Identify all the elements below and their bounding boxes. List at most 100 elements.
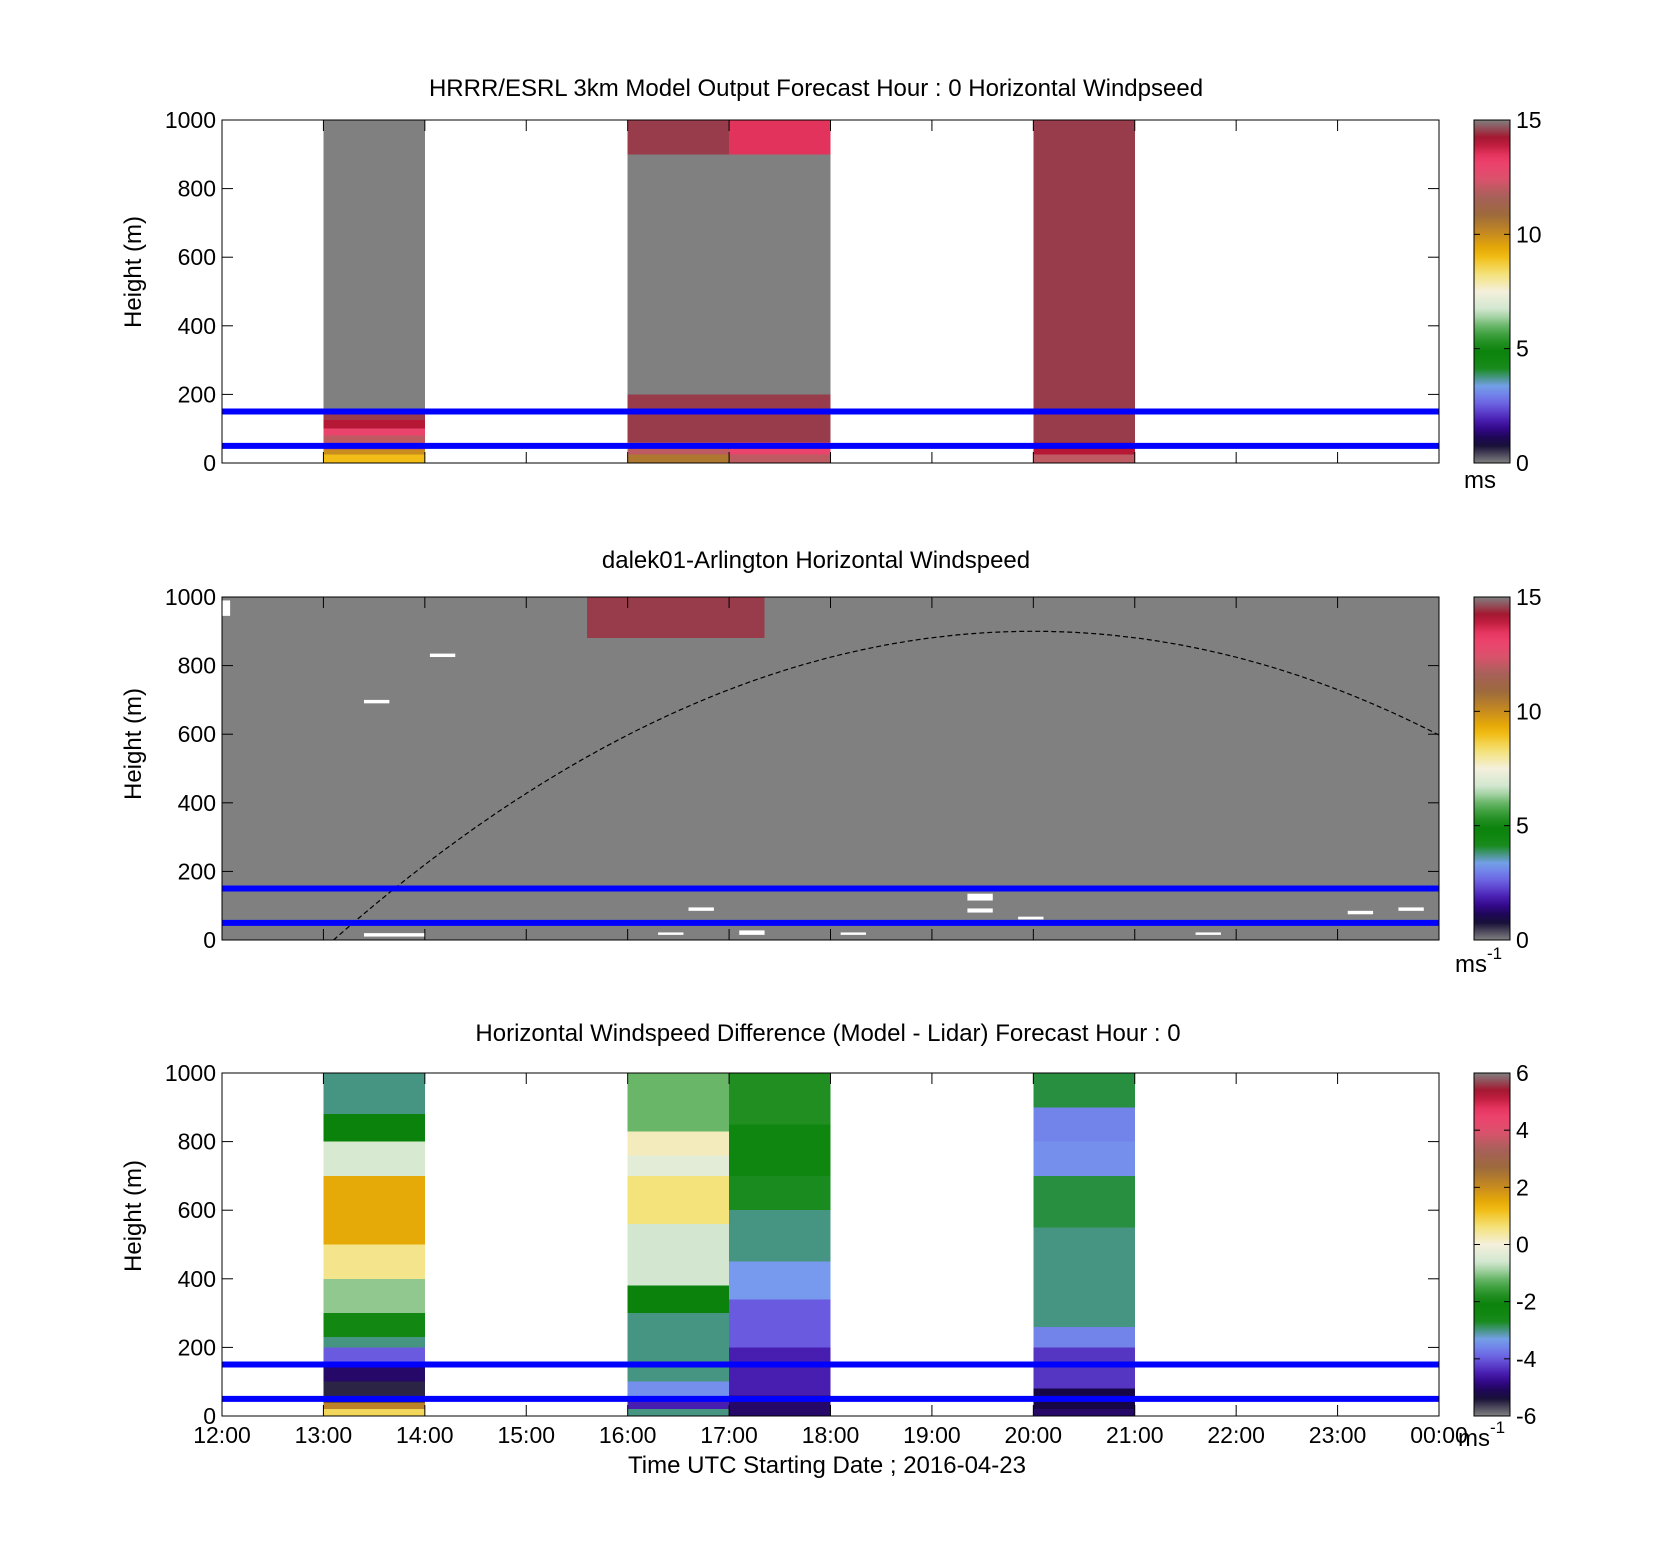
missing-data-cell: [1398, 907, 1424, 911]
heatmap-cell: [323, 420, 425, 429]
heatmap-cell: [729, 394, 831, 443]
heatmap-cell: [729, 1261, 831, 1300]
heatmap-cell: [323, 1278, 425, 1314]
missing-data-cell: [363, 933, 425, 937]
plot-area: 1000 800 600 400 200 0: [165, 107, 1440, 476]
heatmap-cell: [1322, 775, 1348, 793]
heatmap-cell: [627, 325, 730, 395]
y-tick-label: 1000: [165, 1060, 216, 1086]
heatmap-cell: [729, 1073, 831, 1125]
heatmap-cell: [323, 1244, 425, 1279]
colorbar-unit: ms: [1455, 951, 1487, 978]
y-tick-label: 800: [178, 653, 216, 679]
heatmap-cell: [323, 1114, 425, 1142]
heatmap-cell: [323, 1402, 425, 1410]
colorbar-unit: ms: [1458, 1425, 1490, 1452]
heatmap-cell: [729, 1347, 831, 1396]
heatmap-cell: [729, 1175, 831, 1211]
heatmap-cell: [323, 1141, 425, 1176]
heatmap-cell: [587, 687, 638, 695]
y-tick-label: 600: [178, 244, 216, 270]
heatmap-cell: [627, 1073, 730, 1132]
y-tick-label: 1000: [165, 584, 216, 610]
heatmap-cell: [1033, 1347, 1135, 1389]
heatmap-cell: [323, 1073, 425, 1115]
missing-data-cell: [1347, 910, 1374, 915]
colorbar: 6 4 2 0 -2 -4 -6: [1473, 1060, 1537, 1429]
heatmap-cell: [627, 1223, 730, 1286]
heatmap-cell: [1119, 723, 1145, 748]
heatmap-cell: [1033, 1073, 1135, 1108]
colorbar-tick-label: 6: [1516, 1060, 1529, 1086]
heatmap-cell: [1033, 1107, 1135, 1142]
x-tick-label: 23:00: [1309, 1422, 1367, 1448]
heatmap-cell: [323, 428, 425, 436]
heatmap-cell: [627, 454, 730, 463]
y-axis-label: Height (m): [120, 216, 147, 328]
missing-data-cell: [1195, 932, 1221, 935]
y-axis-label: Height (m): [120, 688, 147, 800]
heatmap-cell: [323, 1347, 425, 1365]
heatmap-cell: [1033, 1326, 1135, 1348]
panel-title: Horizontal Windspeed Difference (Model -…: [475, 1020, 1180, 1047]
missing-data-cell: [363, 699, 390, 704]
heatmap-cell: [323, 454, 425, 463]
boundary-layer-curve: [333, 630, 1440, 941]
y-tick-label: 0: [203, 450, 216, 476]
heatmap-cell: [627, 1155, 730, 1176]
panel-title: dalek01-Arlington Horizontal Windspeed: [602, 547, 1030, 574]
heatmap-cell: [1373, 898, 1399, 940]
heatmap-cell: [627, 1398, 730, 1410]
y-tick-label: 400: [178, 1266, 216, 1292]
heatmap-cell: [1271, 699, 1298, 752]
missing-data-cell: [967, 893, 993, 901]
missing-data-cell: [739, 930, 765, 935]
heatmap-cell: [683, 662, 714, 670]
heatmap-cell: [637, 638, 664, 680]
heatmap-cell: [1246, 621, 1272, 627]
heatmap-cell: [627, 120, 730, 155]
y-tick-label: 200: [178, 858, 216, 884]
heatmap-cell: [627, 154, 730, 326]
x-tick-label: 15:00: [497, 1422, 555, 1448]
x-tick-label: 17:00: [700, 1422, 758, 1448]
y-axis-label: Height (m): [120, 1160, 147, 1272]
x-tick-label: 14:00: [396, 1422, 454, 1448]
heatmap-cell: [789, 597, 816, 680]
heatmap-cell: [587, 597, 765, 639]
heatmap-cell: [323, 1409, 425, 1416]
heatmap-cell: [627, 1285, 730, 1314]
heatmap-cell: [840, 638, 866, 652]
colorbar-tick-label: 0: [1516, 927, 1529, 953]
heatmap-cell: [1322, 679, 1348, 759]
colorbar-tick-label: 5: [1516, 336, 1529, 362]
colorbar-tick-label: 15: [1516, 107, 1542, 133]
panel-title: HRRR/ESRL 3km Model Output Forecast Hour…: [429, 75, 1203, 102]
colorbar-gradient: [1473, 119, 1511, 464]
plot-area: 1000 800 600 400 200 012:00 13:00 14:00 15:00 16:…: [165, 1060, 1468, 1448]
heatmap-cell: [1033, 120, 1135, 443]
plot-area: 1000 800 600 400 200 0: [165, 584, 1440, 953]
heatmap-cell: [764, 597, 790, 611]
heatmap-cell: [1220, 597, 1247, 673]
heatmap-cell: [1018, 597, 1044, 625]
heatmap-cell: [729, 1124, 831, 1176]
y-tick-label: 0: [203, 1403, 216, 1429]
colorbar-tick-label: 10: [1516, 221, 1542, 247]
panel-model: HRRR/ESRL 3km Model Output Forecast Hour…: [120, 75, 1542, 494]
heatmap-cell: [815, 597, 932, 639]
heatmap-cell: [1033, 1141, 1135, 1176]
heatmap-cell: [1398, 597, 1424, 879]
colorbar-tick-label: 10: [1516, 698, 1542, 724]
heatmap-cell: [1033, 1409, 1135, 1416]
colorbar-tick-label: 4: [1516, 1117, 1529, 1143]
x-tick-label: 21:00: [1106, 1422, 1164, 1448]
heatmap-cell: [627, 1131, 730, 1156]
x-tick-label: 13:00: [295, 1422, 353, 1448]
heatmap-cell: [1297, 699, 1323, 889]
y-tick-label: 600: [178, 721, 216, 747]
y-tick-label: 200: [178, 381, 216, 407]
y-tick-label: 800: [178, 176, 216, 202]
x-tick-label: 19:00: [903, 1422, 961, 1448]
